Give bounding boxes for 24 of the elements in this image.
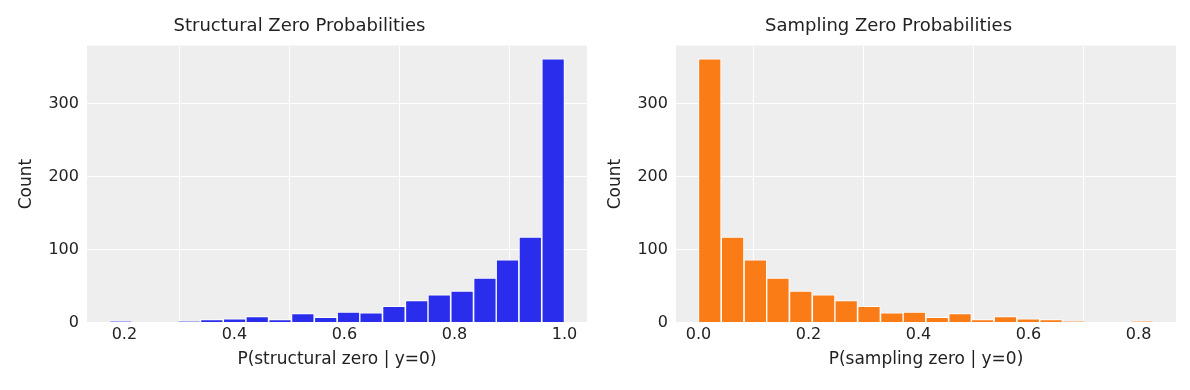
- chart-title: Structural Zero Probabilities: [173, 14, 426, 36]
- y-axis-title: Count: [14, 158, 35, 210]
- y-tick-label: 300: [637, 93, 668, 113]
- y-axis-title: Count: [603, 158, 624, 210]
- chart-title: Sampling Zero Probabilities: [764, 14, 1013, 36]
- x-axis-title: P(sampling zero | y=0): [828, 348, 1024, 369]
- x-tick-label: 0.2: [795, 324, 822, 344]
- y-tick-label: 100: [48, 238, 79, 258]
- y-tick-label: 0: [657, 311, 668, 331]
- x-tick-label: 0.8: [1125, 324, 1152, 344]
- x-tick-label: 0.4: [221, 324, 248, 344]
- x-tick-label: 0.0: [685, 324, 712, 344]
- y-tick-label: 200: [637, 165, 668, 185]
- x-tick-label: 0.4: [905, 324, 932, 344]
- x-tick-label: 0.6: [331, 324, 358, 344]
- y-tick-label: 200: [48, 165, 79, 185]
- y-tick-label: 300: [48, 93, 79, 113]
- x-axis-title: P(structural zero | y=0): [237, 348, 437, 369]
- y-tick-label: 100: [637, 238, 668, 258]
- x-tick-label: 0.6: [1015, 324, 1042, 344]
- y-tick-label: 0: [68, 311, 79, 331]
- x-tick-label: 0.2: [111, 324, 138, 344]
- x-tick-label: 0.8: [441, 324, 468, 344]
- x-tick-label: 1.0: [551, 324, 578, 344]
